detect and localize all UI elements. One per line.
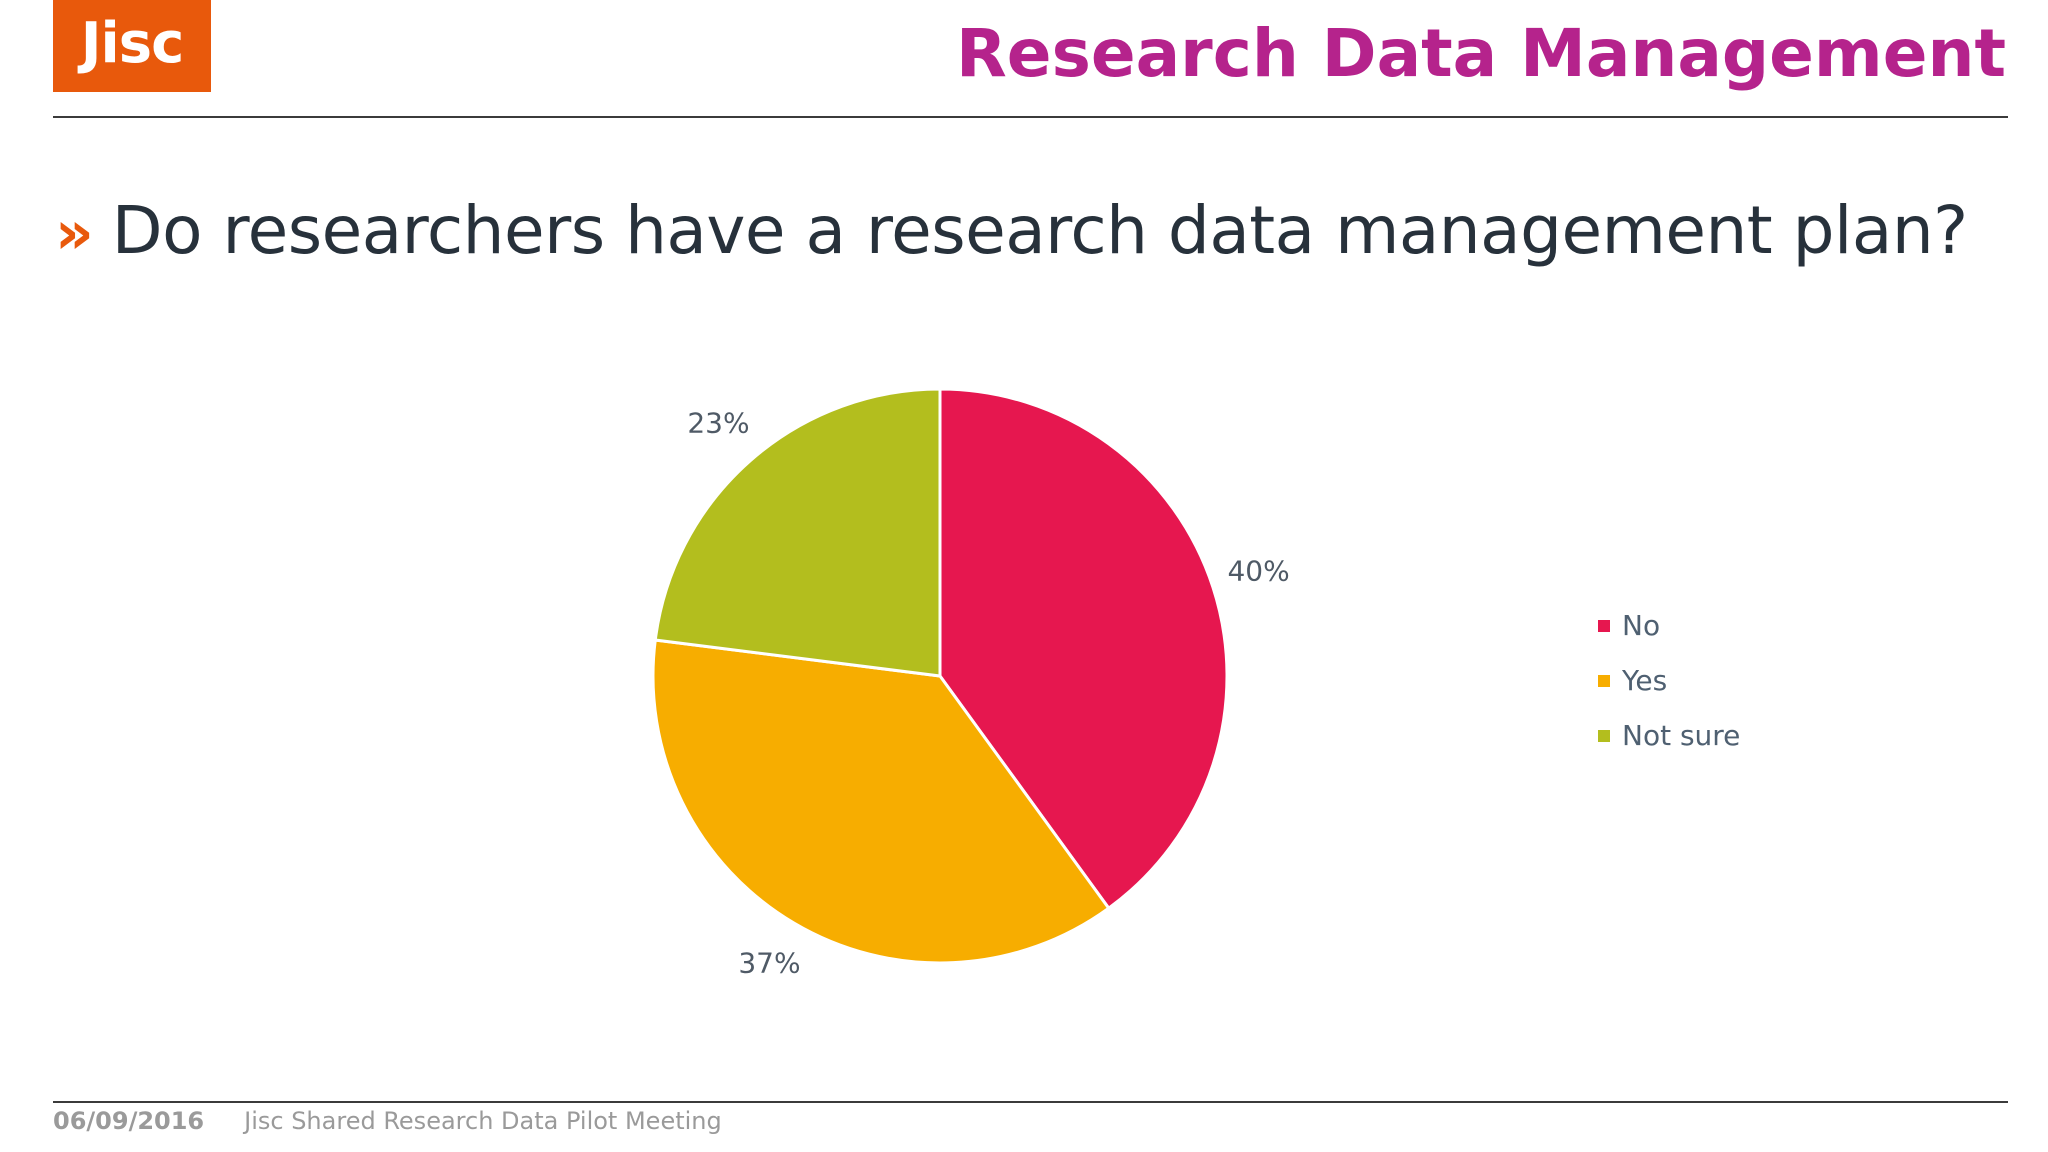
pie-labels: 40% 37% 23% xyxy=(687,407,1289,980)
legend-item-not-sure: Not sure xyxy=(1598,708,1740,763)
legend-swatch xyxy=(1598,619,1610,632)
pie-slice-no xyxy=(938,387,1229,911)
chart-legend: No Yes Not sure xyxy=(1598,598,1740,763)
jisc-logo: Jisc xyxy=(53,0,211,92)
slice-label-no: 40% xyxy=(1227,554,1289,587)
legend-item-no: No xyxy=(1598,598,1740,653)
legend-label: No xyxy=(1622,609,1661,642)
footer-meeting-title: Jisc Shared Research Data Pilot Meeting xyxy=(244,1107,722,1135)
double-chevron-icon: » xyxy=(55,198,94,268)
header-divider xyxy=(53,116,2008,118)
legend-item-yes: Yes xyxy=(1598,653,1740,708)
slide-question: » Do researchers have a research data ma… xyxy=(55,198,1968,264)
footer: 06/09/2016 Jisc Shared Research Data Pil… xyxy=(53,1107,722,1135)
legend-swatch xyxy=(1598,674,1610,687)
pie-slice-not-sure xyxy=(653,387,942,678)
slice-label-not-sure: 23% xyxy=(687,407,749,440)
pie-slices xyxy=(651,387,1229,965)
legend-label: Not sure xyxy=(1622,719,1741,752)
question-text: Do researchers have a research data mana… xyxy=(111,192,1968,269)
pie-slice-yes xyxy=(651,638,1111,965)
slice-label-yes: 37% xyxy=(738,946,800,979)
logo-text: Jisc xyxy=(80,11,185,76)
footer-divider xyxy=(53,1101,2008,1103)
footer-date: 06/09/2016 xyxy=(53,1107,205,1135)
legend-swatch xyxy=(1598,729,1610,742)
legend-label: Yes xyxy=(1622,664,1668,697)
page-title: Research Data Management xyxy=(955,15,2006,92)
